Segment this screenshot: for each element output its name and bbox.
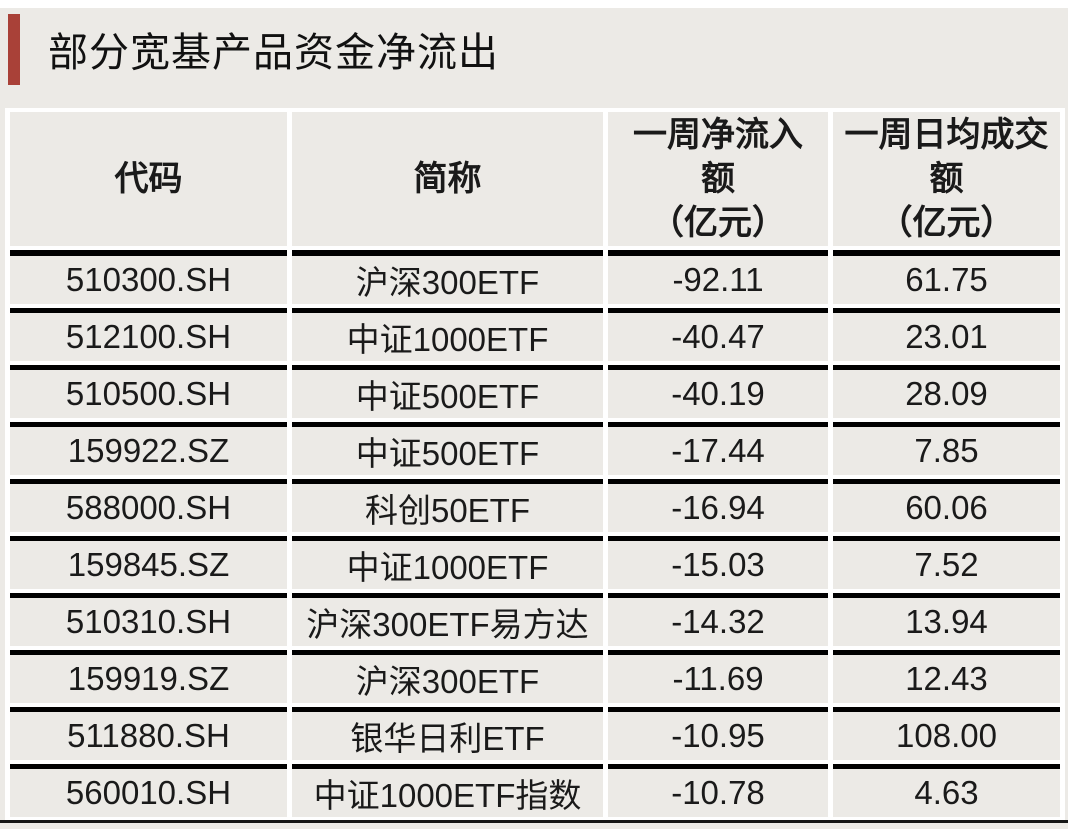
table-row: 510310.SH 沪深300ETF易方达 -14.32 13.94	[10, 593, 1060, 646]
column-header-line: 一周日均成交	[844, 116, 1049, 154]
column-header-name: 简称	[292, 112, 603, 246]
name-cell: 沪深300ETF	[292, 650, 603, 703]
inflow-cell: -16.94	[608, 479, 828, 532]
code-cell: 560010.SH	[10, 764, 287, 817]
inflow-cell: -92.11	[608, 250, 828, 304]
column-header-line: 额	[929, 160, 964, 198]
column-header-line: （亿元）	[650, 204, 786, 242]
page-title: 部分宽基产品资金净流出	[48, 30, 499, 75]
turnover-cell: 7.52	[833, 536, 1060, 589]
turnover-cell: 60.06	[833, 479, 1060, 532]
inflow-cell: -10.95	[608, 707, 828, 760]
code-cell: 159922.SZ	[10, 422, 287, 475]
name-cell: 中证1000ETF指数	[292, 764, 603, 817]
header-row: 代码 简称 一周净流入 额 （亿元） 一周日均成交 额 （亿元）	[10, 112, 1060, 246]
table-row: 159922.SZ 中证500ETF -17.44 7.85	[10, 422, 1060, 475]
code-cell: 512100.SH	[10, 308, 287, 361]
turnover-cell: 23.01	[833, 308, 1060, 361]
code-cell: 511880.SH	[10, 707, 287, 760]
table-row: 159919.SZ 沪深300ETF -11.69 12.43	[10, 650, 1060, 703]
name-cell: 沪深300ETF	[292, 250, 603, 304]
column-header-label: 代码	[114, 160, 183, 198]
table-row: 510500.SH 中证500ETF -40.19 28.09	[10, 365, 1060, 418]
code-cell: 510500.SH	[10, 365, 287, 418]
table-row: 510300.SH 沪深300ETF -92.11 61.75	[10, 250, 1060, 304]
column-header-label: 简称	[413, 160, 482, 198]
turnover-cell: 108.00	[833, 707, 1060, 760]
code-cell: 510310.SH	[10, 593, 287, 646]
turnover-cell: 61.75	[833, 250, 1060, 304]
fund-flow-table: 代码 简称 一周净流入 额 （亿元） 一周日均成交 额 （亿元）	[5, 108, 1065, 821]
column-header-turnover: 一周日均成交 额 （亿元）	[833, 112, 1060, 246]
table-row: 560010.SH 中证1000ETF指数 -10.78 4.63	[10, 764, 1060, 817]
table-row: 159845.SZ 中证1000ETF -15.03 7.52	[10, 536, 1060, 589]
name-cell: 中证1000ETF	[292, 308, 603, 361]
section-title: 部分宽基产品资金净流出	[8, 13, 499, 85]
turnover-cell: 28.09	[833, 365, 1060, 418]
name-cell: 科创50ETF	[292, 479, 603, 532]
top-divider	[0, 0, 1068, 8]
inflow-cell: -17.44	[608, 422, 828, 475]
name-cell: 沪深300ETF易方达	[292, 593, 603, 646]
turnover-cell: 12.43	[833, 650, 1060, 703]
column-header-code: 代码	[10, 112, 287, 246]
title-accent-bar	[8, 13, 20, 85]
turnover-cell: 13.94	[833, 593, 1060, 646]
name-cell: 中证500ETF	[292, 365, 603, 418]
bottom-divider	[0, 820, 1068, 823]
code-cell: 510300.SH	[10, 250, 287, 304]
inflow-cell: -11.69	[608, 650, 828, 703]
name-cell: 中证1000ETF	[292, 536, 603, 589]
inflow-cell: -10.78	[608, 764, 828, 817]
name-cell: 银华日利ETF	[292, 707, 603, 760]
column-header-line: 额	[701, 160, 735, 198]
table-row: 511880.SH 银华日利ETF -10.95 108.00	[10, 707, 1060, 760]
table-row: 512100.SH 中证1000ETF -40.47 23.01	[10, 308, 1060, 361]
inflow-cell: -40.19	[608, 365, 828, 418]
code-cell: 588000.SH	[10, 479, 287, 532]
column-header-line: （亿元）	[878, 204, 1015, 242]
turnover-cell: 4.63	[833, 764, 1060, 817]
turnover-cell: 7.85	[833, 422, 1060, 475]
code-cell: 159919.SZ	[10, 650, 287, 703]
inflow-cell: -14.32	[608, 593, 828, 646]
code-cell: 159845.SZ	[10, 536, 287, 589]
column-header-line: 一周净流入	[633, 116, 803, 154]
column-header-inflow: 一周净流入 额 （亿元）	[608, 112, 828, 246]
table-row: 588000.SH 科创50ETF -16.94 60.06	[10, 479, 1060, 532]
inflow-cell: -40.47	[608, 308, 828, 361]
name-cell: 中证500ETF	[292, 422, 603, 475]
inflow-cell: -15.03	[608, 536, 828, 589]
